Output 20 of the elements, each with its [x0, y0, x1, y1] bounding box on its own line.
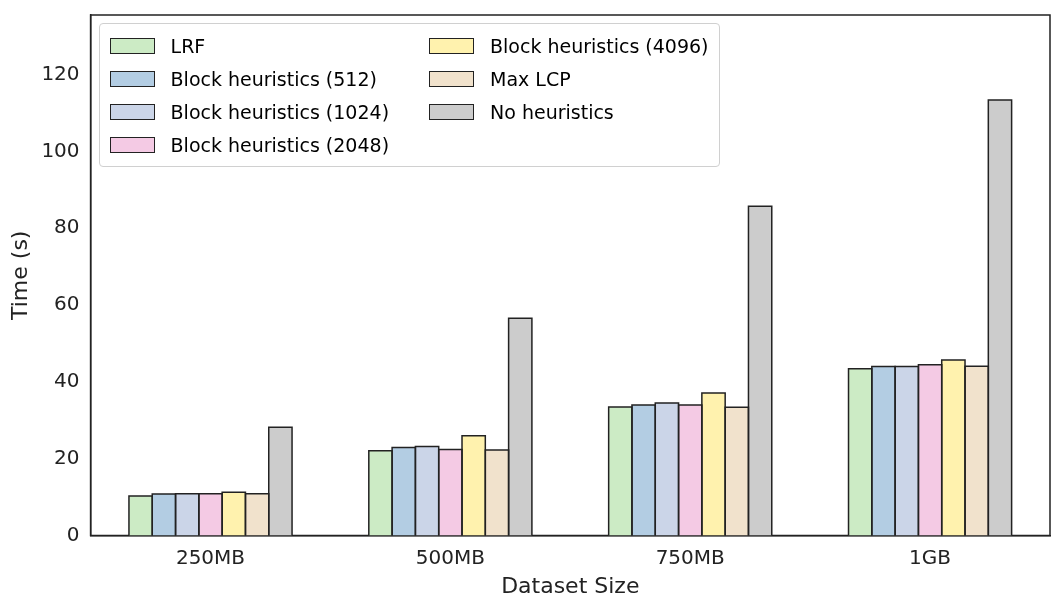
- x-tick-label: 750MB: [655, 544, 725, 569]
- legend-label: Max LCP: [490, 67, 571, 90]
- legend-label: Block heuristics (512): [170, 67, 377, 90]
- legend-label: Block heuristics (4096): [490, 34, 709, 57]
- x-tick-label: 1GB: [909, 544, 952, 569]
- x-tick-label: 250MB: [175, 544, 246, 569]
- y-tick-label: 120: [41, 60, 80, 85]
- y-tick-label: 20: [54, 444, 80, 469]
- y-tick-label: 40: [54, 368, 80, 393]
- legend-label: Block heuristics (1024): [170, 100, 390, 123]
- y-tick-label: 0: [66, 521, 80, 546]
- legend-label: No heuristics: [490, 100, 614, 123]
- y-tick-label: 80: [54, 214, 80, 239]
- y-tick-label: 100: [41, 137, 80, 162]
- y-tick-label: 60: [54, 291, 80, 316]
- y-axis-title: Time (s): [6, 230, 32, 322]
- x-tick-label: 500MB: [415, 544, 485, 569]
- legend-label: LRF: [170, 34, 206, 57]
- legend-label: Block heuristics (2048): [170, 133, 390, 156]
- x-axis-title: Dataset Size: [501, 572, 640, 598]
